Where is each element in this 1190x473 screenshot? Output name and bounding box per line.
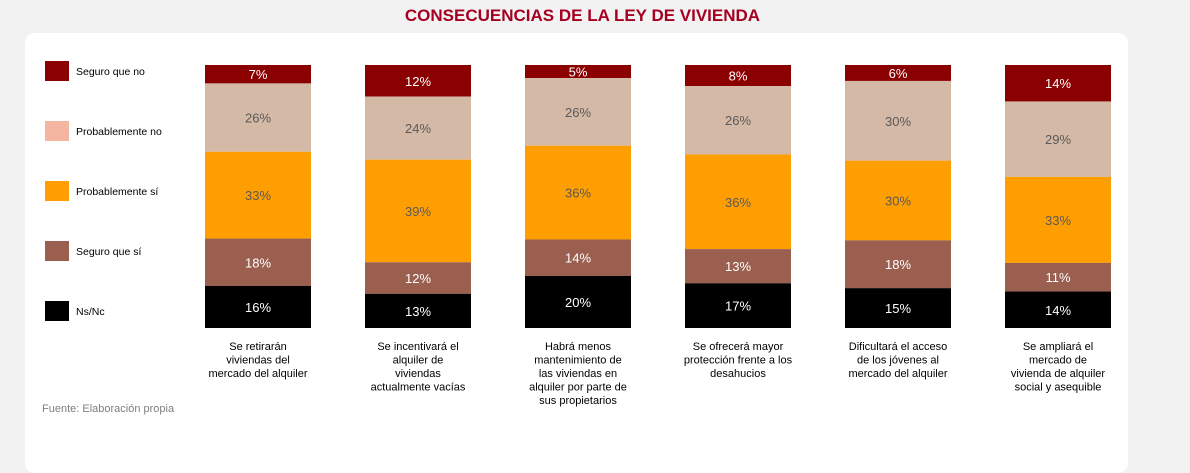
- category-label-2-1: Se incentivará el: [377, 341, 458, 353]
- category-label-2-2: alquiler de: [393, 355, 444, 367]
- bar-segment-1-2: [205, 83, 311, 152]
- bar-segment-5-1: [845, 65, 951, 81]
- bar-segment-5-3: [845, 160, 951, 241]
- bar-segment-2-2: [365, 96, 471, 160]
- category-label-3-1: Habrá menos: [545, 341, 612, 353]
- data-label-2-4: 12%: [405, 271, 431, 286]
- data-label-6-4: 11%: [1045, 270, 1070, 285]
- legend-swatch-1: [45, 61, 69, 81]
- data-label-2-1: 12%: [405, 74, 431, 89]
- data-label-6-3: 33%: [1045, 213, 1071, 228]
- data-label-5-5: 15%: [885, 301, 911, 316]
- data-label-6-2: 29%: [1045, 132, 1071, 147]
- legend-label-5: Ns/Nc: [76, 306, 105, 318]
- data-label-3-5: 20%: [565, 295, 591, 310]
- legend-swatch-2: [45, 121, 69, 141]
- bar-segment-3-2: [525, 78, 631, 146]
- data-label-4-1: 8%: [729, 69, 748, 84]
- category-label-1-2: viviendas del: [226, 355, 290, 367]
- data-label-1-3: 33%: [245, 188, 271, 203]
- bar-segment-4-1: [685, 65, 791, 87]
- legend-label-1: Seguro que no: [76, 66, 145, 78]
- category-label-4-3: desahucios: [710, 368, 766, 380]
- category-label-3-5: sus propietarios: [539, 395, 617, 407]
- category-label-1-1: Se retirarán: [229, 341, 286, 353]
- stacked-bar-chart: Seguro que no Probablemente no Probablemen…: [45, 61, 1111, 407]
- bar-segment-5-2: [845, 80, 951, 161]
- legend-swatch-3: [45, 181, 69, 201]
- bar-segment-2-4: [365, 262, 471, 294]
- category-label-2-4: actualmente vacías: [371, 382, 466, 394]
- data-label-3-3: 36%: [565, 186, 591, 201]
- data-label-3-4: 14%: [565, 251, 591, 266]
- data-label-2-5: 13%: [405, 304, 431, 319]
- source-note: Fuente: Elaboración propia: [42, 403, 175, 415]
- bar-segment-6-5: [1005, 291, 1111, 328]
- bar-segment-1-1: [205, 65, 311, 84]
- data-label-1-2: 26%: [245, 111, 271, 126]
- category-label-6-4: social y asequible: [1015, 382, 1102, 394]
- chart-title: CONSECUENCIAS DE LA LEY DE VIVIENDA: [404, 6, 761, 25]
- category-label-6-2: mercado de: [1029, 355, 1087, 367]
- bar-segment-5-5: [845, 288, 951, 328]
- category-label-6-3: vivienda de alquiler: [1011, 368, 1106, 380]
- bar-segment-2-5: [365, 293, 471, 328]
- category-label-3-2: mantenimiento de: [534, 355, 621, 367]
- legend-label-4: Seguro que sí: [76, 246, 141, 258]
- bar-segment-1-3: [205, 151, 311, 239]
- category-label-6-1: Se ampliará el: [1023, 341, 1093, 353]
- data-label-4-2: 26%: [725, 113, 751, 128]
- category-label-5-2: de los jóvenes al: [857, 355, 939, 367]
- bar-segment-6-3: [1005, 176, 1111, 263]
- bar-segment-3-5: [525, 275, 631, 328]
- category-label-1-3: mercado del alquiler: [208, 368, 307, 380]
- legend-swatch-5: [45, 301, 69, 321]
- data-label-1-5: 16%: [245, 300, 271, 315]
- category-label-5-3: mercado del alquiler: [848, 368, 947, 380]
- data-label-2-2: 24%: [405, 121, 431, 136]
- data-label-5-3: 30%: [885, 193, 911, 208]
- data-label-6-5: 14%: [1045, 303, 1071, 318]
- bar-segment-6-4: [1005, 262, 1111, 292]
- data-label-2-3: 39%: [405, 204, 431, 219]
- legend-swatch-4: [45, 241, 69, 261]
- category-label-4-1: Se ofrecerá mayor: [693, 341, 784, 353]
- data-label-1-4: 18%: [245, 255, 271, 270]
- data-label-5-2: 30%: [885, 114, 911, 129]
- bar-segment-3-1: [525, 65, 631, 79]
- data-label-5-4: 18%: [885, 257, 911, 272]
- data-label-4-5: 17%: [725, 299, 751, 314]
- category-label-2-3: viviendas: [395, 368, 441, 380]
- bar-segment-4-3: [685, 154, 791, 250]
- category-label-4-2: protección frente a los: [684, 355, 793, 367]
- data-label-4-4: 13%: [725, 259, 751, 274]
- bar-segment-3-3: [525, 145, 631, 240]
- bar-segment-5-4: [845, 240, 951, 289]
- legend-label-3: Probablemente sí: [76, 186, 158, 198]
- bar-segment-4-5: [685, 283, 791, 328]
- legend-label-2: Probablemente no: [76, 126, 162, 138]
- data-label-3-1: 5%: [569, 65, 588, 80]
- bar-segment-2-1: [365, 65, 471, 97]
- bar-segment-4-4: [685, 249, 791, 284]
- bar-segment-6-1: [1005, 65, 1111, 102]
- data-label-3-2: 26%: [565, 105, 591, 120]
- chart-panel: Seguro que no Probablemente no Probablemen…: [25, 33, 1128, 473]
- bar-segment-1-4: [205, 238, 311, 286]
- category-label-3-4: alquiler por parte de: [529, 382, 627, 394]
- bar-segment-2-3: [365, 159, 471, 263]
- category-label-5-1: Dificultará el acceso: [849, 341, 947, 353]
- bar-segment-3-4: [525, 239, 631, 276]
- data-label-4-3: 36%: [725, 195, 751, 210]
- data-label-1-1: 7%: [249, 67, 268, 82]
- bar-segment-4-2: [685, 86, 791, 155]
- bar-segment-6-2: [1005, 101, 1111, 177]
- data-label-5-1: 6%: [889, 66, 908, 81]
- bar-segment-1-5: [205, 285, 311, 328]
- data-label-6-1: 14%: [1045, 76, 1071, 91]
- category-label-3-3: las viviendas en: [539, 368, 617, 380]
